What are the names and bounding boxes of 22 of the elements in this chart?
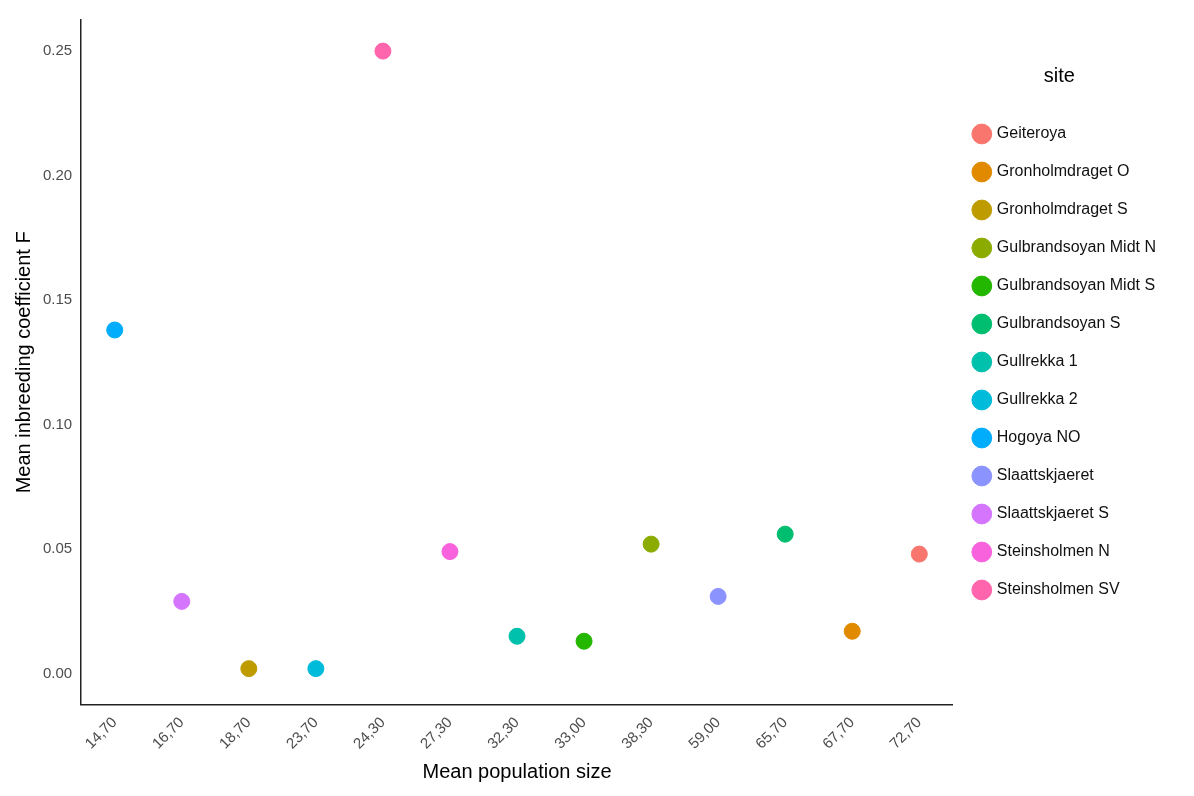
x-axis-title: Mean population size xyxy=(422,759,612,782)
legend-label: Gronholmdraget O xyxy=(996,162,1130,180)
y-tick-label: 0.00 xyxy=(42,663,73,681)
y-axis-title: Mean inbreeding coefficient F xyxy=(11,231,34,494)
legend-label: Gulbrandsoyan Midt N xyxy=(996,238,1156,256)
legend-label: Hogoya NO xyxy=(996,428,1081,446)
legend-label: Slaattskjaeret xyxy=(996,466,1095,484)
legend-label: Gullrekka 1 xyxy=(996,352,1078,370)
y-tick-label: 0.10 xyxy=(42,414,73,432)
legend-label: Steinsholmen SV xyxy=(996,580,1120,598)
legend-label: Gullrekka 2 xyxy=(996,390,1078,408)
legend-label: Gulbrandsoyan S xyxy=(996,314,1121,332)
legend-label: Gronholmdraget S xyxy=(996,200,1128,218)
legend-title: site xyxy=(1043,63,1075,86)
y-tick-label: 0.20 xyxy=(42,165,73,183)
y-tick-label: 0.25 xyxy=(42,41,73,59)
y-tick-label: 0.15 xyxy=(42,290,73,308)
legend-label: Geiteroya xyxy=(996,124,1067,142)
legend-label: Slaattskjaeret S xyxy=(996,504,1109,522)
legend-label: Gulbrandsoyan Midt S xyxy=(996,276,1156,294)
y-tick-label: 0.05 xyxy=(42,539,73,557)
legend-label: Steinsholmen N xyxy=(996,542,1110,560)
